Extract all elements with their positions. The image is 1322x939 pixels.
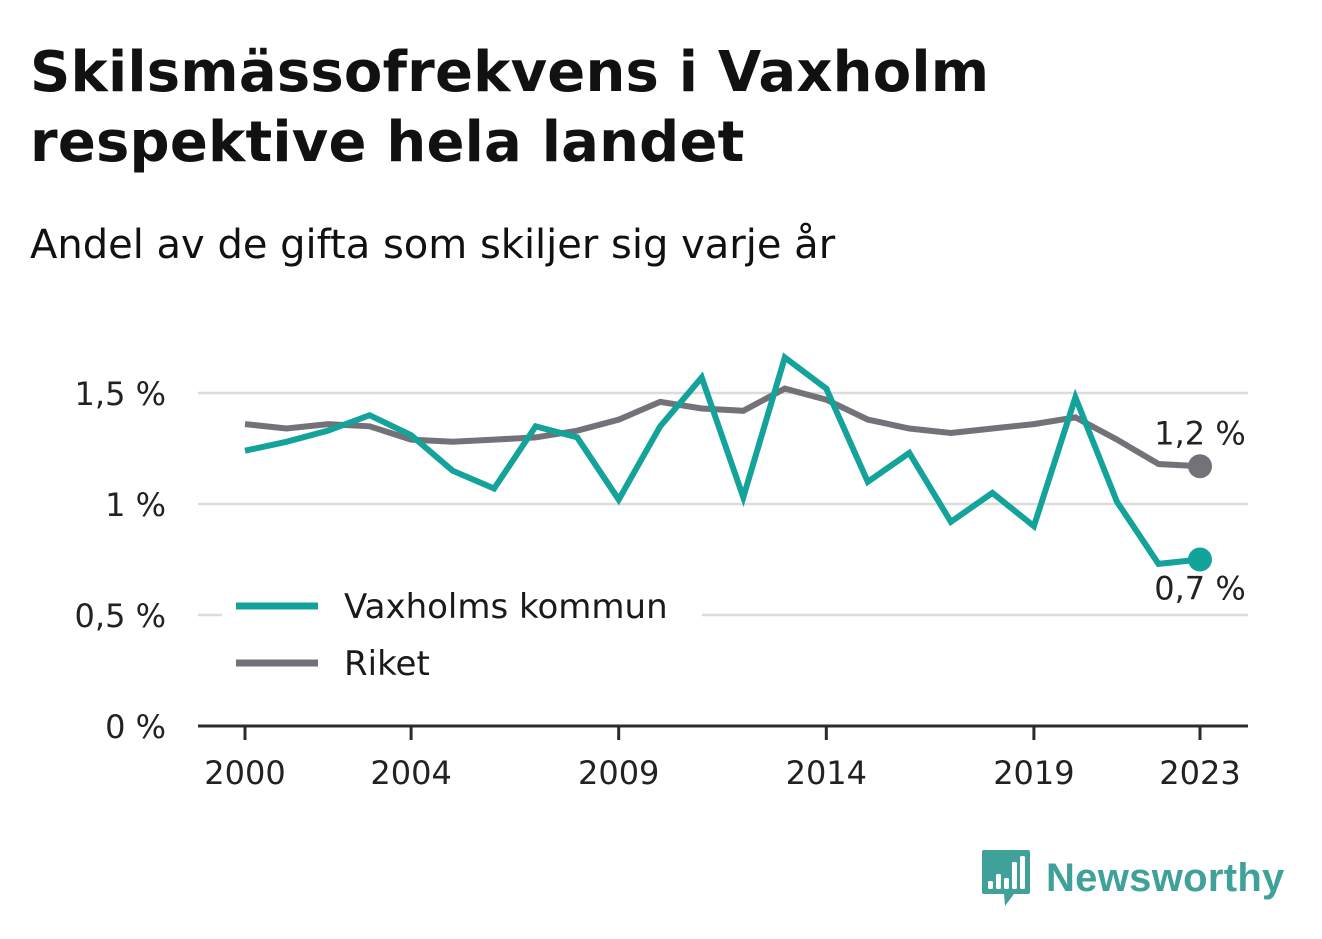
series-lines: 0,7 % 1,2 % — [244, 352, 1246, 608]
x-tick-label: 2009 — [578, 754, 659, 792]
legend: Vaxholms kommun Riket — [222, 576, 702, 694]
y-tick-label: 1 % — [105, 486, 166, 524]
x-tick-label: 2000 — [204, 754, 285, 792]
x-tick-label: 2004 — [370, 754, 451, 792]
y-axis-tick-labels: 0 % 0,5 % 1 % 1,5 % — [75, 375, 166, 746]
end-marker-vaxholms-kommun — [1188, 547, 1212, 572]
x-tick-label: 2019 — [993, 754, 1074, 792]
y-tick-label: 1,5 % — [75, 375, 166, 413]
y-tick-label: 0 % — [105, 708, 166, 746]
x-axis: 2000 2004 2009 2014 2019 2023 — [198, 724, 1248, 792]
chart-title: Skilsmässofrekvens i Vaxholm respektive … — [30, 40, 990, 175]
x-tick-label: 2023 — [1159, 754, 1240, 792]
legend-label: Vaxholms kommun — [344, 587, 668, 627]
chart-subtitle: Andel av de gifta som skiljer sig varje … — [30, 222, 836, 268]
legend-background — [222, 576, 702, 694]
x-tick-label: 2014 — [786, 754, 867, 792]
legend-label: Riket — [344, 644, 430, 684]
end-value-label: 0,7 % — [1154, 570, 1245, 608]
end-marker-riket — [1188, 454, 1212, 479]
bar-chart-speech-bubble-icon — [982, 850, 1030, 906]
end-value-label: 1,2 % — [1154, 414, 1245, 452]
newsworthy-brand: Newsworthy — [980, 848, 1285, 908]
y-tick-label: 0,5 % — [75, 597, 166, 635]
series-line-riket — [244, 385, 1201, 470]
brand-name: Newsworthy — [1046, 855, 1285, 900]
series-line-vaxholms-kommun — [244, 352, 1201, 568]
